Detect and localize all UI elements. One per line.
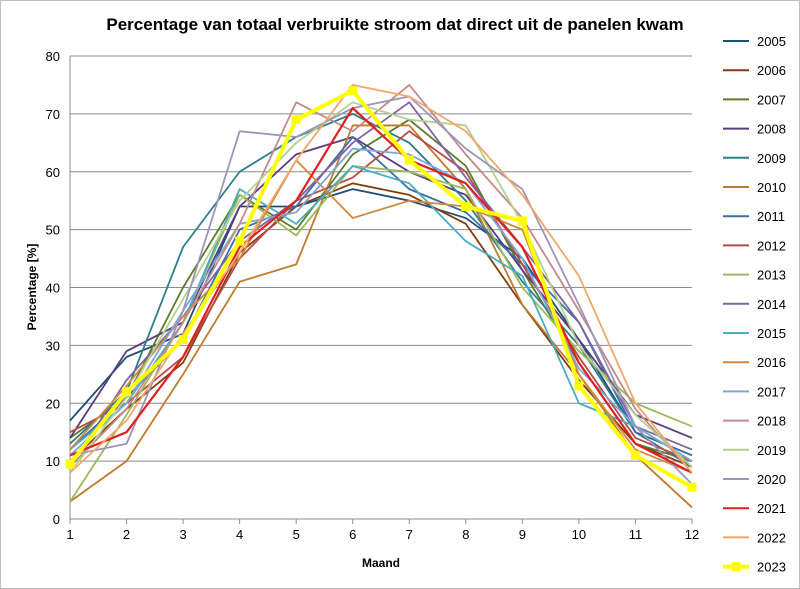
x-tick-label: 2 <box>123 527 130 542</box>
gridlines <box>70 55 692 462</box>
x-tick-label: 9 <box>519 527 526 542</box>
series-line-2021 <box>69 106 693 474</box>
legend-label-2020: 2020 <box>757 472 786 487</box>
data-point-2023 <box>348 86 358 96</box>
legend-marker-2023 <box>731 562 741 572</box>
y-tick-label: 60 <box>46 165 60 180</box>
x-tick-label: 11 <box>629 527 643 542</box>
x-tick-label: 3 <box>179 527 186 542</box>
legend-label-2021: 2021 <box>757 501 786 516</box>
legend-label-2017: 2017 <box>757 384 786 399</box>
x-tick-labels: 1 2 3 4 5 6 7 8 9 10 11 12 <box>66 519 699 542</box>
x-tick-label: 5 <box>293 527 300 542</box>
series-line-2010 <box>69 124 693 509</box>
legend-label-2022: 2022 <box>757 530 786 545</box>
series-line-2012 <box>69 130 693 462</box>
y-tick-label: 0 <box>53 512 60 527</box>
series-line-2017 <box>69 147 693 462</box>
legend-label-2014: 2014 <box>757 297 786 312</box>
y-tick-label: 50 <box>46 223 60 238</box>
legend-label-2019: 2019 <box>757 443 786 458</box>
series-lines <box>65 84 697 509</box>
x-tick-label: 1 <box>66 527 73 542</box>
series-line-2018 <box>69 84 693 474</box>
data-point-2023 <box>574 381 584 391</box>
y-tick-label: 80 <box>46 49 60 64</box>
data-point-2023 <box>404 155 414 165</box>
legend-label-2009: 2009 <box>757 151 786 166</box>
y-tick-label: 40 <box>46 281 60 296</box>
legend-label-2015: 2015 <box>757 326 786 341</box>
legend-label-2008: 2008 <box>757 122 786 137</box>
data-point-2023 <box>461 201 471 211</box>
chart-title: Percentage van totaal verbruikte stroom … <box>106 15 683 34</box>
x-tick-label: 4 <box>236 527 243 542</box>
data-point-2023 <box>291 115 301 125</box>
data-point-2023 <box>630 450 640 460</box>
y-tick-label: 10 <box>46 454 60 469</box>
x-tick-label: 10 <box>572 527 586 542</box>
legend-label-2016: 2016 <box>757 355 786 370</box>
axes <box>69 56 692 520</box>
x-axis-title: Maand <box>362 556 400 570</box>
legend-label-2011: 2011 <box>757 209 785 224</box>
data-point-2023 <box>65 459 75 469</box>
y-tick-label: 70 <box>46 107 60 122</box>
y-tick-label: 20 <box>46 396 60 411</box>
data-point-2023 <box>517 216 527 226</box>
legend-label-2023: 2023 <box>757 560 786 575</box>
legend-label-2010: 2010 <box>757 180 786 195</box>
x-tick-label: 12 <box>685 527 699 542</box>
x-tick-label: 7 <box>406 527 413 542</box>
data-point-2023 <box>178 335 188 345</box>
y-tick-labels: 0 10 20 30 40 50 60 70 80 <box>46 49 60 527</box>
y-axis-title: Percentage [%] <box>25 244 39 331</box>
legend-label-2018: 2018 <box>757 414 786 429</box>
data-point-2023 <box>122 387 132 397</box>
legend-label-2007: 2007 <box>757 92 786 107</box>
x-tick-label: 8 <box>462 527 469 542</box>
series-line-2009 <box>69 112 693 468</box>
legend-label-2012: 2012 <box>757 238 786 253</box>
data-point-2023 <box>687 482 697 492</box>
x-tick-label: 6 <box>349 527 356 542</box>
legend: 2005 2006 2007 2008 2009 2010 2011 2012 2013 2014… <box>723 34 786 575</box>
legend-label-2005: 2005 <box>757 34 786 49</box>
series-line-2020 <box>69 95 693 485</box>
legend-label-2006: 2006 <box>757 63 786 78</box>
series-line-2019 <box>69 101 693 474</box>
y-tick-label: 30 <box>46 338 60 353</box>
legend-label-2013: 2013 <box>757 268 786 283</box>
data-point-2023 <box>235 236 245 246</box>
series-line-2016 <box>69 159 693 474</box>
series-line-2023 <box>68 88 693 489</box>
series-line-2022 <box>69 84 693 474</box>
